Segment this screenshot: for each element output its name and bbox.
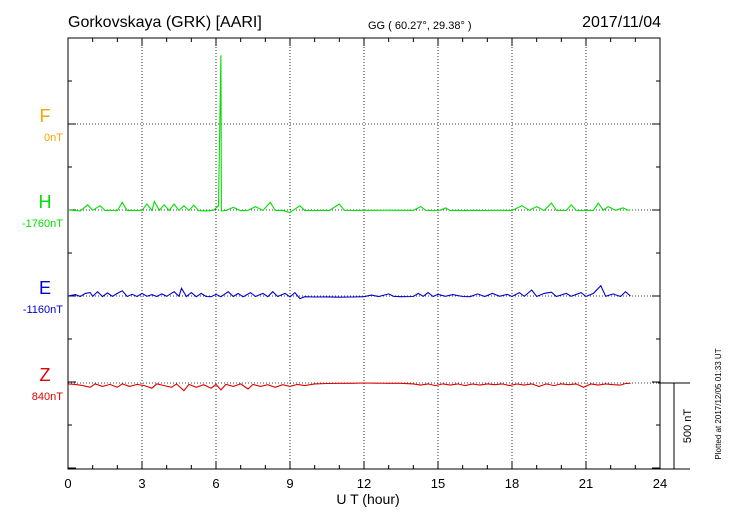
series-H-trace xyxy=(67,55,631,214)
series-E-label: E xyxy=(39,278,51,298)
x-tick-label: 18 xyxy=(505,476,519,491)
x-tick-label: 15 xyxy=(431,476,445,491)
x-tick-label: 0 xyxy=(64,476,71,491)
series-F-baseline: 0nT xyxy=(44,132,63,144)
x-tick-label: 6 xyxy=(212,476,219,491)
grid-lines xyxy=(68,38,660,469)
series-traces xyxy=(67,55,631,392)
series-H-baseline: -1760nT xyxy=(22,218,63,230)
plot-date: 2017/11/04 xyxy=(582,14,661,31)
x-tick-label: 9 xyxy=(286,476,293,491)
series-Z-baseline: 840nT xyxy=(32,391,63,403)
x-tick-label: 3 xyxy=(138,476,145,491)
scale-bar-label: 500 nT xyxy=(682,409,694,444)
x-tick-label: 12 xyxy=(357,476,371,491)
plotted-at-note: Plotted at 2017/12/05 01:33 UT xyxy=(714,348,723,459)
station-coordinates: GG ( 60.27°, 29.38° ) xyxy=(368,20,472,32)
series-labels: F 0nT H -1760nT E -1160nT Z 840nT xyxy=(22,106,63,403)
x-tick-labels: 0 3 6 9 12 15 18 21 24 xyxy=(64,476,667,491)
series-Z-trace xyxy=(67,382,631,392)
x-tick-label: 21 xyxy=(579,476,593,491)
scale-bar: 500 nT xyxy=(658,382,694,470)
series-F-label: F xyxy=(40,106,51,126)
axis-ticks xyxy=(67,38,661,469)
series-H-label: H xyxy=(39,192,52,212)
series-E-trace xyxy=(67,284,631,300)
series-Z-label: Z xyxy=(40,365,51,385)
x-tick-label: 24 xyxy=(653,476,667,491)
station-title: Gorkovskaya (GRK) [AARI] xyxy=(68,14,262,31)
series-E-baseline: -1160nT xyxy=(23,304,63,316)
x-axis-label: U T (hour) xyxy=(336,491,399,507)
